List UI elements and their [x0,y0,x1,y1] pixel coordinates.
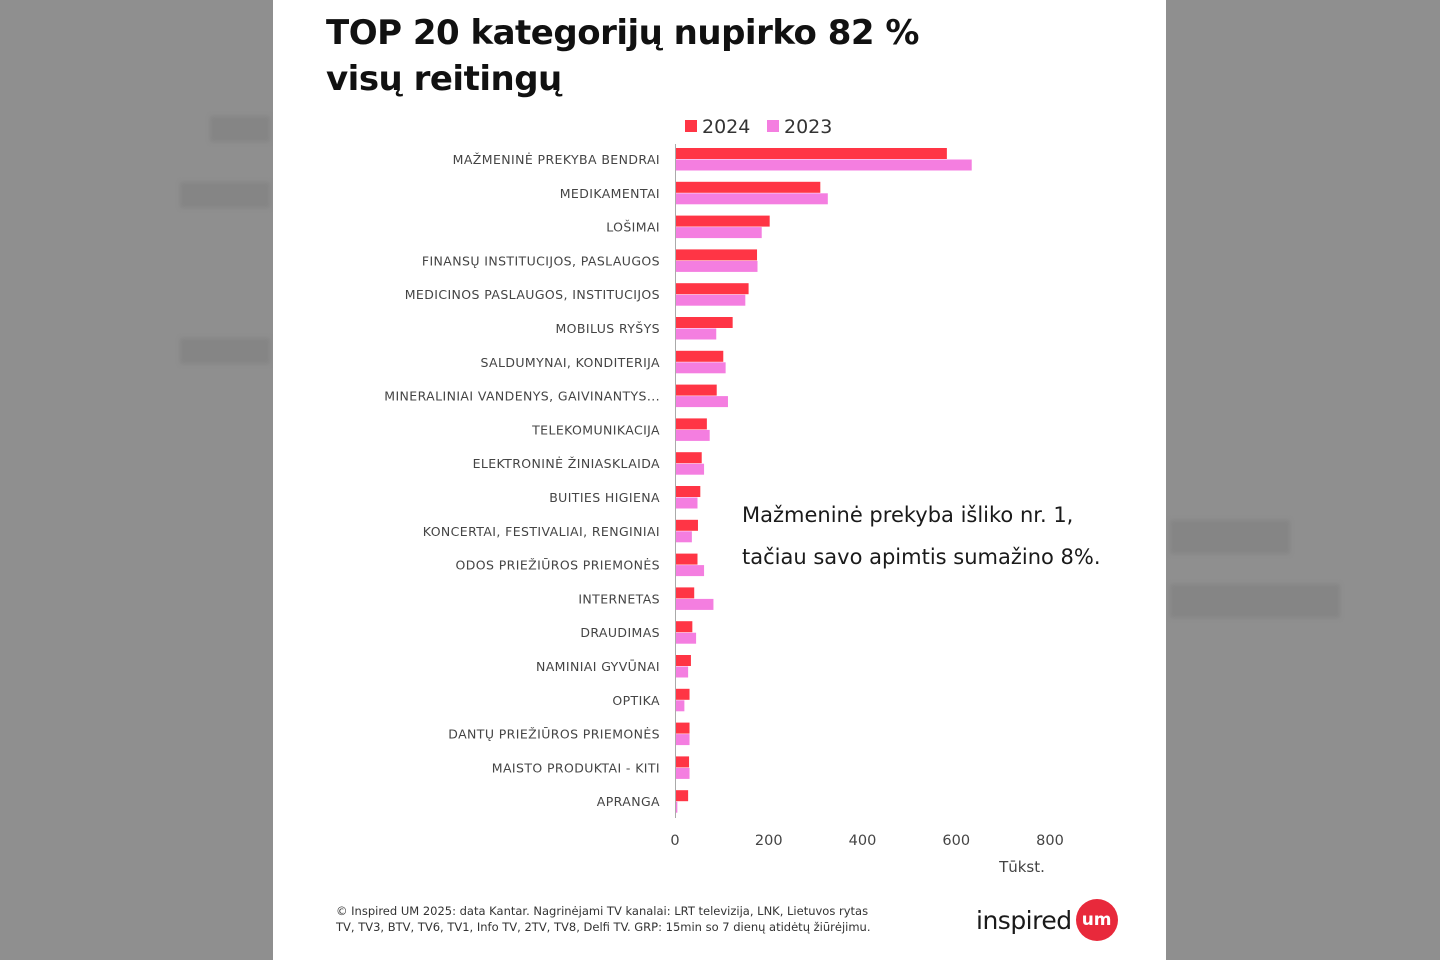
bar-2024-16 [675,688,690,700]
chart-title-line-2: visų reitingų [326,59,562,99]
category-label-8: TELEKOMUNIKACIJA [531,422,660,437]
category-label-18: MAISTO PRODUKTAI - KITI [492,760,660,775]
bar-2023-8 [675,429,710,441]
category-label-13: INTERNETAS [578,591,660,606]
logo-wordmark: inspired [976,905,1072,935]
inspired-um-logo: inspired um [976,897,1118,943]
bar-2023-2 [675,227,762,239]
bar-2024-11 [675,519,698,531]
bar-2023-16 [675,700,685,712]
footnote-line-2: TV, TV3, BTV, TV6, TV1, Info TV, 2TV, TV… [336,920,871,934]
category-label-5: MOBILUS RYŠYS [555,321,660,336]
bar-2024-7 [675,384,717,396]
bar-2024-6 [675,350,724,362]
x-tick-label-4: 800 [1036,833,1064,849]
bar-2024-9 [675,452,702,464]
bar-2024-10 [675,486,701,497]
x-tick-label-1: 200 [755,833,783,849]
category-label-4: MEDICINOS PASLAUGOS, INSTITUCIJOS [405,287,660,302]
x-tick-label-2: 400 [849,833,877,849]
category-label-12: ODOS PRIEŽIŪROS PRIEMONĖS [456,558,660,573]
bar-2023-12 [675,565,705,577]
category-label-17: DANTŲ PRIEŽIŪROS PRIEMONĖS [448,727,660,742]
category-label-2: LOŠIMAI [606,220,660,235]
bar-2024-14 [675,621,693,633]
bar-2023-0 [675,159,972,171]
bar-2023-13 [675,598,714,610]
bar-2023-14 [675,632,697,644]
bar-2023-7 [675,396,728,408]
bar-2024-0 [675,148,947,159]
bar-2024-12 [675,553,698,565]
category-label-7: MINERALINIAI VANDENYS, GAIVINANTYS... [384,389,660,404]
category-label-10: BUITIES HIGIENA [549,490,660,505]
bar-2023-18 [675,767,690,779]
source-footnote: © Inspired UM 2025: data Kantar. Nagrinė… [336,903,936,935]
x-axis-label: Tūkst. [998,858,1045,876]
category-label-14: DRAUDIMAS [580,625,660,640]
chart-title: TOP 20 kategorijų nupirko 82 % visų reit… [326,10,966,102]
bar-2024-3 [675,249,758,261]
bar-2024-4 [675,283,749,295]
legend-label-2023: 2023 [784,116,832,138]
bar-2024-1 [675,181,821,193]
bar-2024-8 [675,418,707,430]
legend-label-2024: 2024 [702,116,750,138]
category-label-6: SALDUMYNAI, KONDITERIJA [480,355,660,370]
background-blur-left [180,110,270,364]
bar-2024-17 [675,722,690,734]
category-label-11: KONCERTAI, FESTIVALIAI, RENGINIAI [423,524,660,539]
bar-2024-2 [675,215,770,227]
bar-chart: 2024 2023 MAŽMENINĖ PREKYBA BENDRAI MEDIKAM… [384,116,1064,876]
x-tick-label-0: 0 [670,833,679,849]
bar-2023-19 [675,801,678,813]
x-tick-label-3: 600 [942,833,970,849]
bar-2023-11 [675,531,692,543]
annotation-text: Mažmeninė prekyba išliko nr. 1, tačiau s… [742,494,1142,578]
annotation-line-1: Mažmeninė prekyba išliko nr. 1, [742,503,1074,527]
category-label-1: MEDIKAMENTAI [560,186,660,201]
category-label-15: NAMINIAI GYVŪNAI [536,659,660,674]
category-label-9: ELEKTRONINĖ ŽINIASKLAIDA [473,456,660,471]
bar-2024-19 [675,790,689,802]
chart-title-line-1: TOP 20 kategorijų nupirko 82 % [326,13,919,53]
bar-2024-5 [675,317,733,328]
category-label-0: MAŽMENINĖ PREKYBA BENDRAI [453,152,660,167]
bar-2024-13 [675,587,695,599]
bar-2024-15 [675,655,691,666]
bar-2023-3 [675,260,758,272]
bar-2023-9 [675,463,705,475]
bar-2024-18 [675,756,690,768]
footnote-line-1: © Inspired UM 2025: data Kantar. Nagrinė… [336,904,869,918]
category-label-19: APRANGA [597,794,660,809]
legend-swatch-2024 [685,120,697,132]
bar-2023-10 [675,497,698,509]
logo-badge: um [1075,899,1118,941]
category-label-3: FINANSŲ INSTITUCIJOS, PASLAUGOS [422,253,660,268]
bar-2023-17 [675,734,690,746]
chart-card: TOP 20 kategorijų nupirko 82 % visų reit… [273,0,1166,960]
bar-2023-1 [675,193,828,205]
annotation-line-2: tačiau savo apimtis sumažino 8%. [742,545,1101,569]
background-blur-right [1170,510,1370,630]
bar-2023-6 [675,362,726,374]
legend-swatch-2023 [767,120,779,132]
bar-2023-15 [675,666,689,678]
bar-2023-4 [675,294,746,306]
bar-2023-5 [675,328,717,340]
category-label-16: OPTIKA [612,693,660,708]
